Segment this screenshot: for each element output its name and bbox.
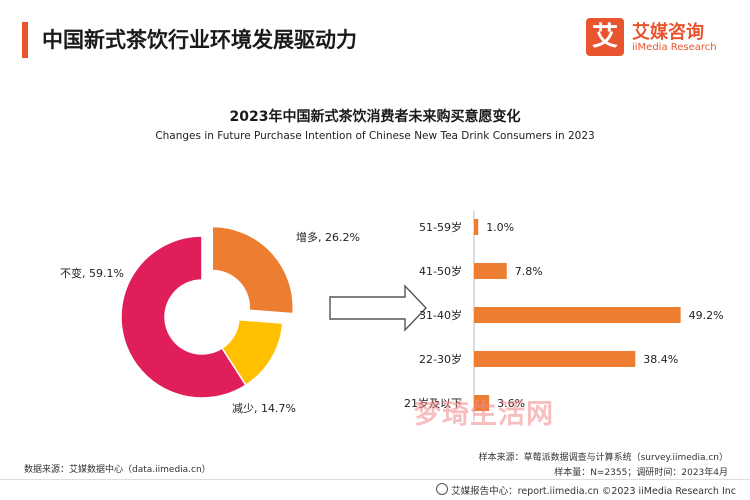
watermark: 梦琦生活网 — [414, 399, 554, 430]
bar-1 — [474, 263, 507, 279]
pie-label-0: 增多, 26.2% — [296, 230, 360, 244]
bar-category-label-4: 21岁及以下 — [404, 396, 462, 410]
logo-name-en: iiMedia Research — [632, 42, 717, 53]
pie-label-1: 减少, 14.7% — [232, 402, 296, 415]
pie-label-2: 不变, 59.1% — [60, 266, 124, 280]
transition-arrow — [329, 284, 427, 332]
bar-0 — [474, 219, 479, 235]
bar-category-label-3: 22-30岁 — [419, 352, 462, 366]
footer: 艾媒报告中心：report.iimedia.cn ©2023 iiMedia R… — [436, 483, 736, 497]
bar-value-label-3: 38.4% — [643, 353, 678, 366]
chart-subtitle: Changes in Future Purchase Intention of … — [155, 130, 595, 142]
bar-value-label-0: 1.0% — [486, 221, 514, 234]
brand-logo: 艾 艾媒咨询 iiMedia Research — [586, 16, 736, 60]
sample-size: 样本量：N=2355；调研时间：2023年4月 — [554, 468, 728, 478]
title-accent-bar — [22, 22, 28, 58]
bar-category-label-1: 41-50岁 — [419, 264, 462, 278]
pie-slice-2 — [120, 235, 247, 399]
bar-4 — [474, 395, 490, 411]
logo-mark: 艾 — [586, 18, 624, 56]
bar-category-label-2: 31-40岁 — [419, 308, 462, 322]
sample-source: 样本来源：草莓派数据调查与计算系统（survey.iimedia.cn） — [478, 453, 728, 463]
report-icon — [436, 483, 449, 495]
bar-value-label-4: 3.6% — [497, 397, 525, 410]
footer-divider — [0, 479, 750, 480]
logo-name-cn: 艾媒咨询 — [632, 22, 704, 43]
footer-text: 艾媒报告中心：report.iimedia.cn ©2023 iiMedia R… — [451, 486, 736, 497]
page-title: 中国新式茶饮行业环境发展驱动力 — [42, 28, 357, 52]
data-source: 数据来源：艾媒数据中心（data.iimedia.cn） — [24, 465, 211, 475]
chart-title: 2023年中国新式茶饮消费者未来购买意愿变化 — [229, 109, 521, 125]
bar-category-label-0: 51-59岁 — [419, 220, 462, 234]
bar-2 — [474, 307, 681, 323]
bar-value-label-2: 49.2% — [689, 309, 724, 322]
bar-value-label-1: 7.8% — [515, 265, 543, 278]
pie-slice-0 — [211, 225, 295, 315]
bar-3 — [474, 351, 636, 367]
